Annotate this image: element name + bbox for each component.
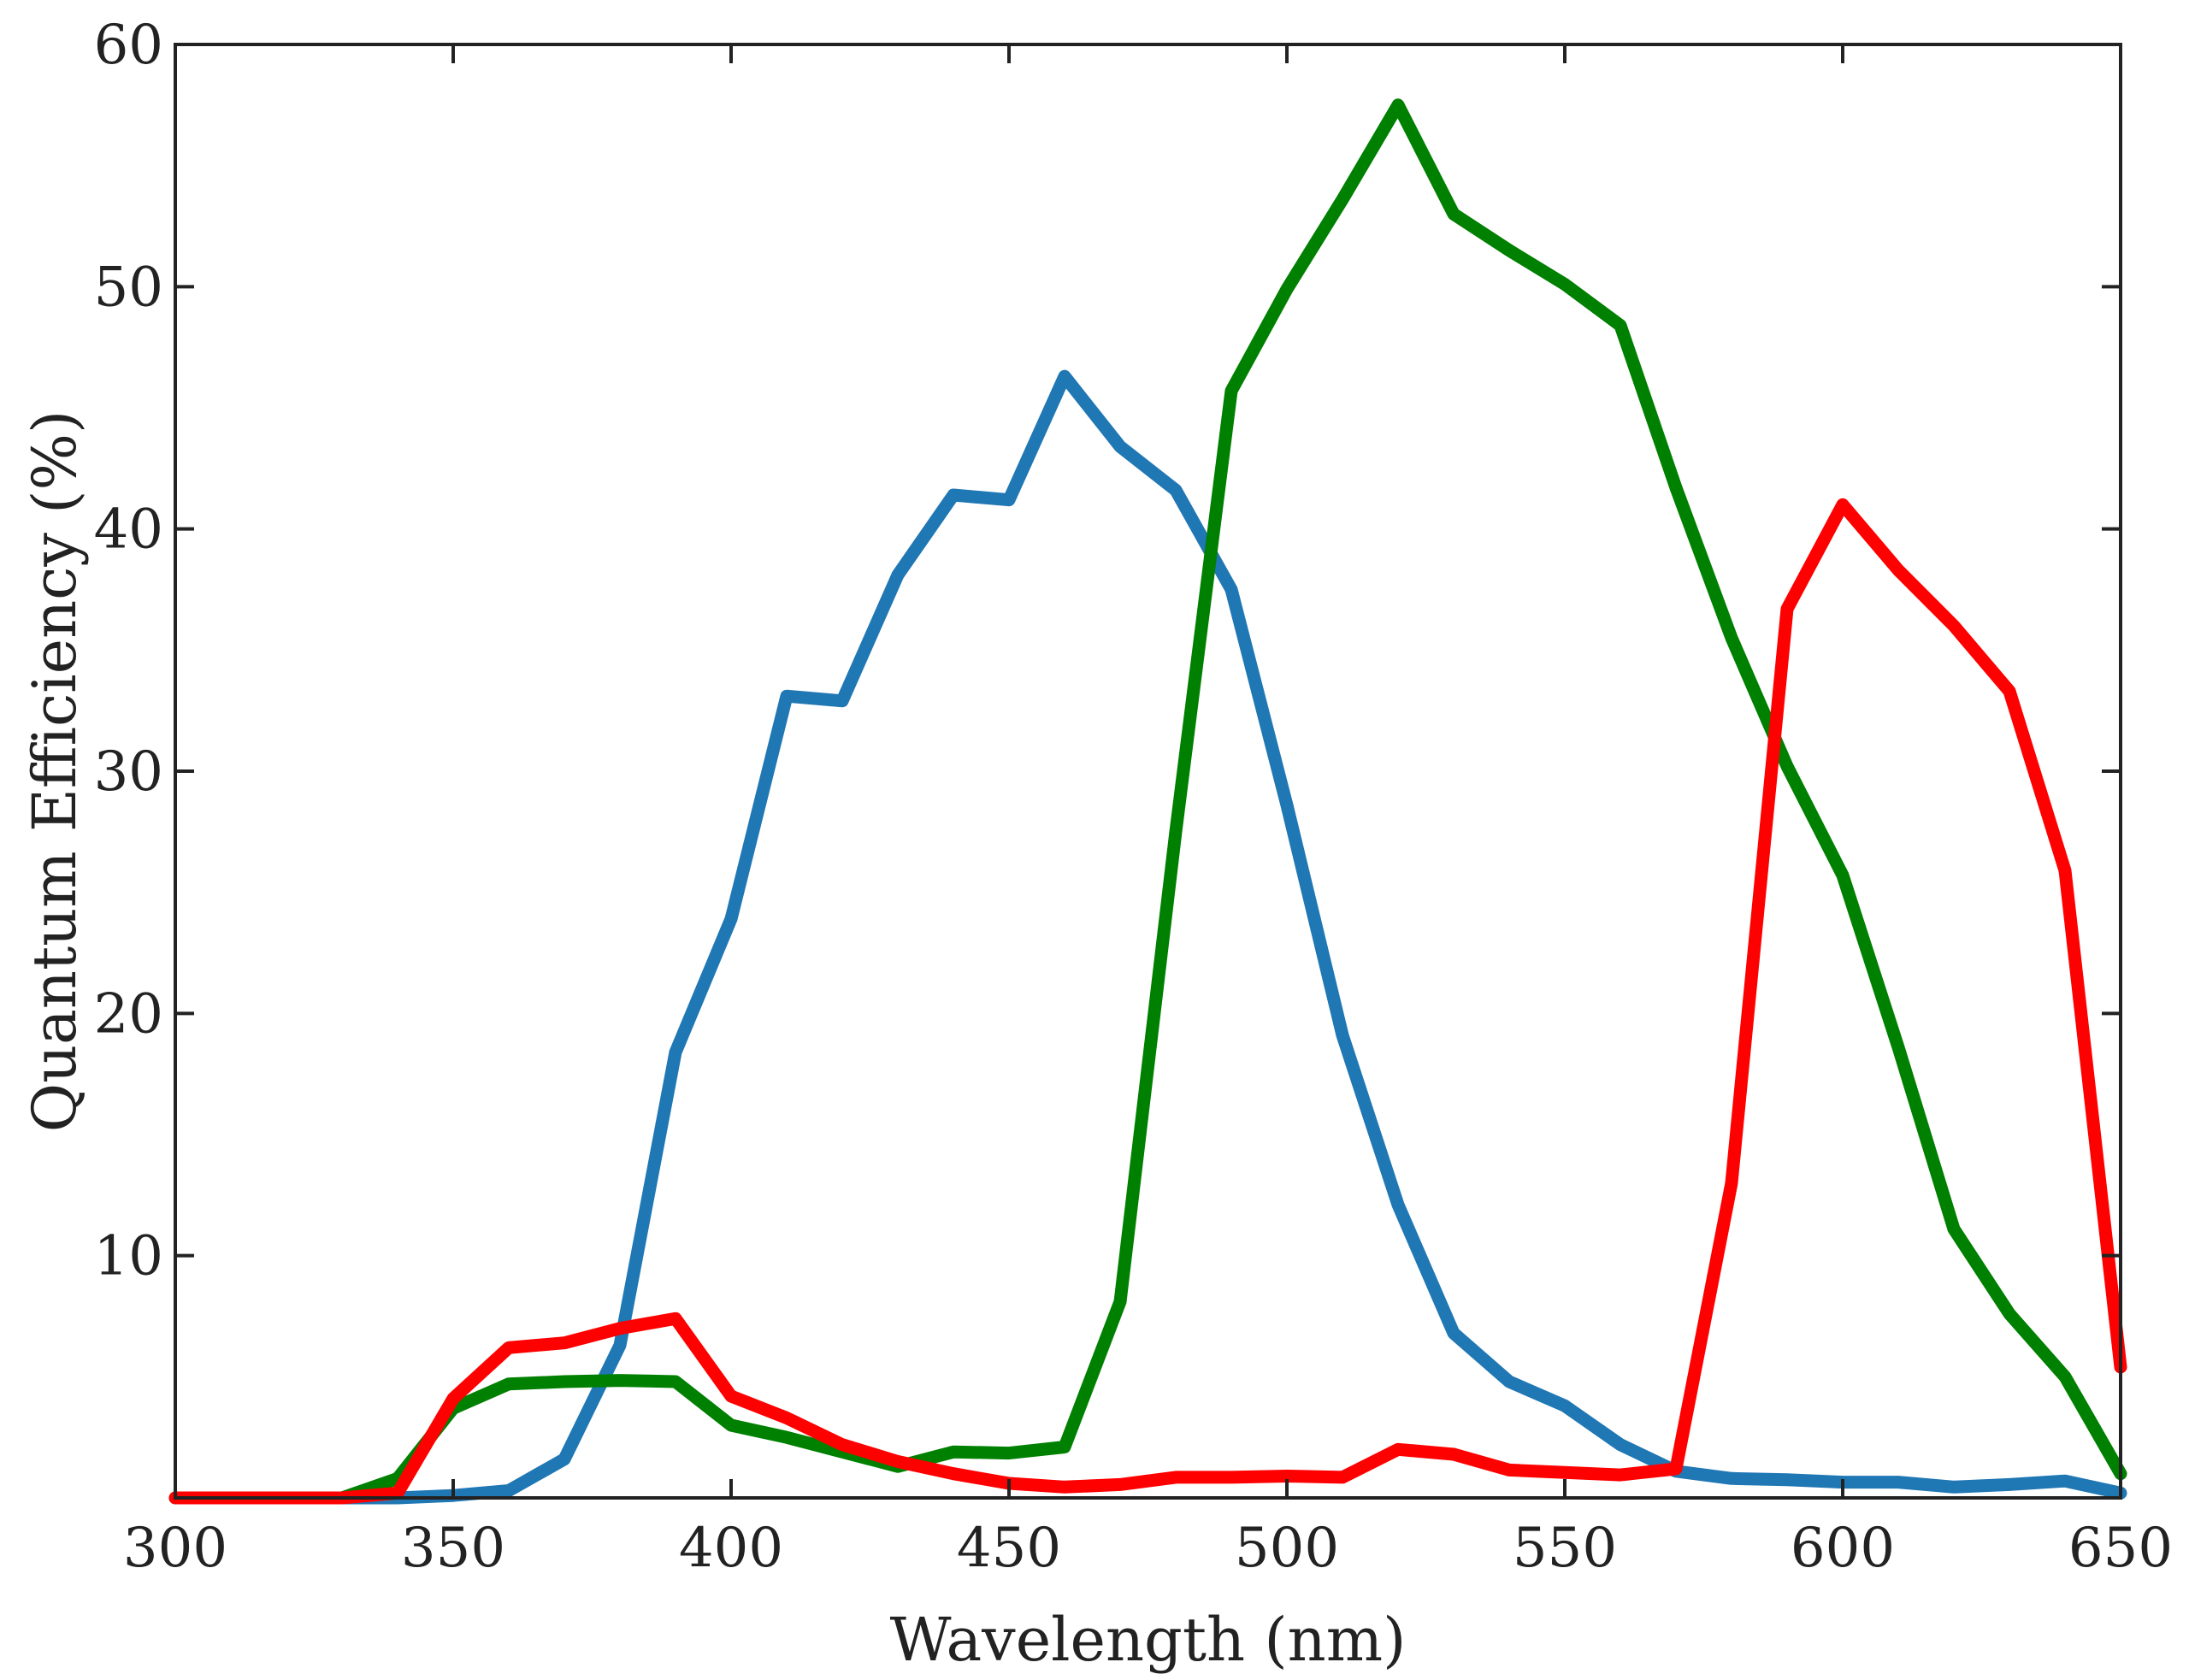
y-tick-label: 60	[94, 14, 163, 77]
x-tick-label: 600	[1791, 1517, 1895, 1580]
series-layer	[168, 98, 2127, 1505]
y-tick-label: 20	[94, 982, 163, 1046]
y-tick-label: 50	[94, 256, 163, 319]
x-tick-label: 300	[123, 1517, 227, 1580]
blue-series-line	[168, 369, 2127, 1505]
x-tick-label: 400	[679, 1517, 783, 1580]
x-tick-label: 450	[957, 1517, 1061, 1580]
ticks-layer: 300 350 400 450 500 550 600 650 10 20 30 40 50 60	[94, 14, 2174, 1580]
green-series-line	[168, 98, 2127, 1505]
x-tick-label: 500	[1235, 1517, 1339, 1580]
x-tick-label: 350	[401, 1517, 505, 1580]
red-series-line	[168, 498, 2127, 1505]
x-tick-label: 650	[2068, 1517, 2173, 1580]
plot-frame	[174, 43, 2122, 1500]
y-tick-label: 40	[94, 498, 163, 562]
x-tick-label: 550	[1513, 1517, 1617, 1580]
y-tick-label: 10	[94, 1225, 163, 1288]
x-axis-title: Wavelength (nm)	[890, 1605, 1407, 1675]
y-axis-title: Quantum Efficiency (%)	[20, 410, 90, 1133]
y-tick-label: 30	[94, 740, 163, 804]
